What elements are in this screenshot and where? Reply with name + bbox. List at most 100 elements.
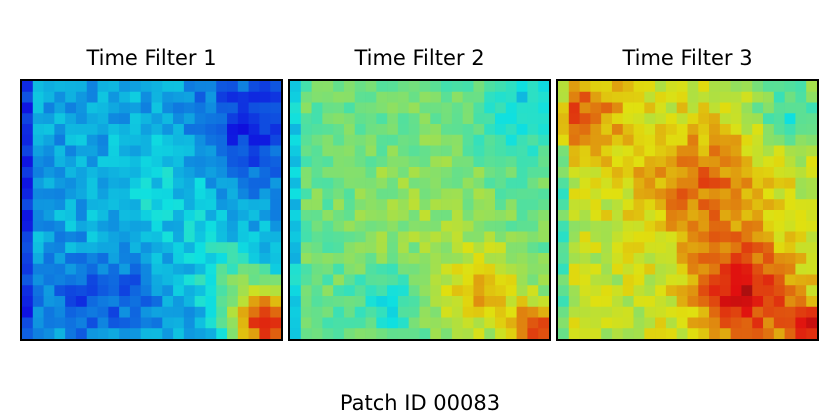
heatmap-cell xyxy=(473,285,485,297)
heatmap-cell xyxy=(698,328,710,339)
heatmap-cell xyxy=(527,188,539,200)
heatmap-cell xyxy=(32,188,44,200)
heatmap-cell xyxy=(322,81,334,93)
heatmap-cell xyxy=(741,242,753,254)
heatmap-cell xyxy=(773,306,785,318)
heatmap-cell xyxy=(408,296,420,308)
heatmap-cell xyxy=(538,253,549,265)
heatmap-cell xyxy=(140,124,152,136)
heatmap-cell xyxy=(194,328,206,339)
heatmap-cell xyxy=(505,102,517,114)
heatmap-cell xyxy=(795,274,807,286)
heatmap-cell xyxy=(763,102,775,114)
heatmap-cell xyxy=(773,285,785,297)
heatmap-cell xyxy=(216,177,228,189)
heatmap-cell xyxy=(86,145,98,157)
heatmap-cell xyxy=(216,124,228,136)
heatmap-cell xyxy=(644,242,656,254)
heatmap-cell xyxy=(237,91,249,103)
heatmap-cell xyxy=(22,285,34,297)
heatmap-cell xyxy=(300,263,312,275)
heatmap-cell xyxy=(300,253,312,265)
heatmap-cell xyxy=(22,328,34,339)
heatmap-cell xyxy=(441,134,453,146)
heatmap-cell xyxy=(709,220,721,232)
heatmap-cell xyxy=(719,242,731,254)
heatmap-cell xyxy=(333,210,345,222)
heatmap-cell xyxy=(75,167,88,179)
heatmap-cell xyxy=(644,317,656,329)
heatmap-cell xyxy=(194,263,206,275)
heatmap-cell xyxy=(558,102,570,114)
heatmap-cell xyxy=(270,210,281,222)
heatmap-cell xyxy=(795,306,807,318)
heatmap-cell xyxy=(129,188,142,200)
heatmap-cell xyxy=(484,210,496,222)
heatmap-cell xyxy=(752,199,764,211)
heatmap-cell xyxy=(65,306,77,318)
heatmap-cell xyxy=(665,274,678,286)
heatmap-cell xyxy=(408,91,420,103)
heatmap-cell xyxy=(698,263,710,275)
heatmap-cell xyxy=(173,156,185,168)
heatmap-cell xyxy=(687,220,699,232)
heatmap-cell xyxy=(709,113,721,125)
heatmap-cell xyxy=(270,134,281,146)
heatmap-cell xyxy=(795,188,807,200)
heatmap-cell xyxy=(462,285,474,297)
heatmap-cell xyxy=(806,242,817,254)
heatmap-cell xyxy=(75,253,88,265)
heatmap-cell xyxy=(527,306,539,318)
heatmap-cell xyxy=(784,188,796,200)
heatmap-cell xyxy=(343,81,356,93)
heatmap-cell xyxy=(495,328,507,339)
heatmap-cell xyxy=(462,124,474,136)
heatmap-cell xyxy=(601,134,613,146)
heatmap-cell xyxy=(290,263,302,275)
heatmap-cell xyxy=(752,210,764,222)
heatmap-cell xyxy=(86,242,98,254)
heatmap-cell xyxy=(611,253,624,265)
heatmap-cell xyxy=(354,199,366,211)
heatmap-cell xyxy=(462,134,474,146)
heatmap-cell xyxy=(97,285,109,297)
heatmap-cell xyxy=(633,306,645,318)
heatmap-cell xyxy=(709,177,721,189)
heatmap-cell xyxy=(54,113,66,125)
heatmap-cell xyxy=(451,113,463,125)
heatmap-cell xyxy=(408,317,420,329)
heatmap-cell xyxy=(719,91,731,103)
heatmap-cell xyxy=(516,306,528,318)
heatmap-cell xyxy=(75,306,88,318)
heatmap-cell xyxy=(505,328,517,339)
heatmap-cell xyxy=(194,296,206,308)
heatmap-cell xyxy=(633,102,645,114)
heatmap-cell xyxy=(527,285,539,297)
heatmap-cell xyxy=(622,296,634,308)
heatmap-cell xyxy=(590,156,602,168)
heatmap-cell xyxy=(655,177,667,189)
heatmap-cell xyxy=(527,328,539,339)
heatmap-cell xyxy=(558,113,570,125)
heatmap-cell xyxy=(709,102,721,114)
heatmap-cell xyxy=(665,220,678,232)
heatmap-cell xyxy=(665,296,678,308)
heatmap-cell xyxy=(300,124,312,136)
heatmap-cell xyxy=(687,231,699,243)
heatmap-cell xyxy=(333,296,345,308)
heatmap-cell xyxy=(86,296,98,308)
heatmap-cell xyxy=(741,124,753,136)
heatmap-cell xyxy=(419,220,431,232)
heatmap-cell xyxy=(86,328,98,339)
heatmap-cell xyxy=(676,81,688,93)
heatmap-cell xyxy=(430,177,442,189)
heatmap-cell xyxy=(558,177,570,189)
heatmap-cell xyxy=(611,285,624,297)
heatmap-cell xyxy=(86,199,98,211)
heatmap-cell xyxy=(763,253,775,265)
heatmap-cell xyxy=(484,91,496,103)
heatmap-cell xyxy=(408,188,420,200)
heatmap-cell xyxy=(495,81,507,93)
heatmap-cell xyxy=(719,177,731,189)
heatmap-cell xyxy=(505,285,517,297)
